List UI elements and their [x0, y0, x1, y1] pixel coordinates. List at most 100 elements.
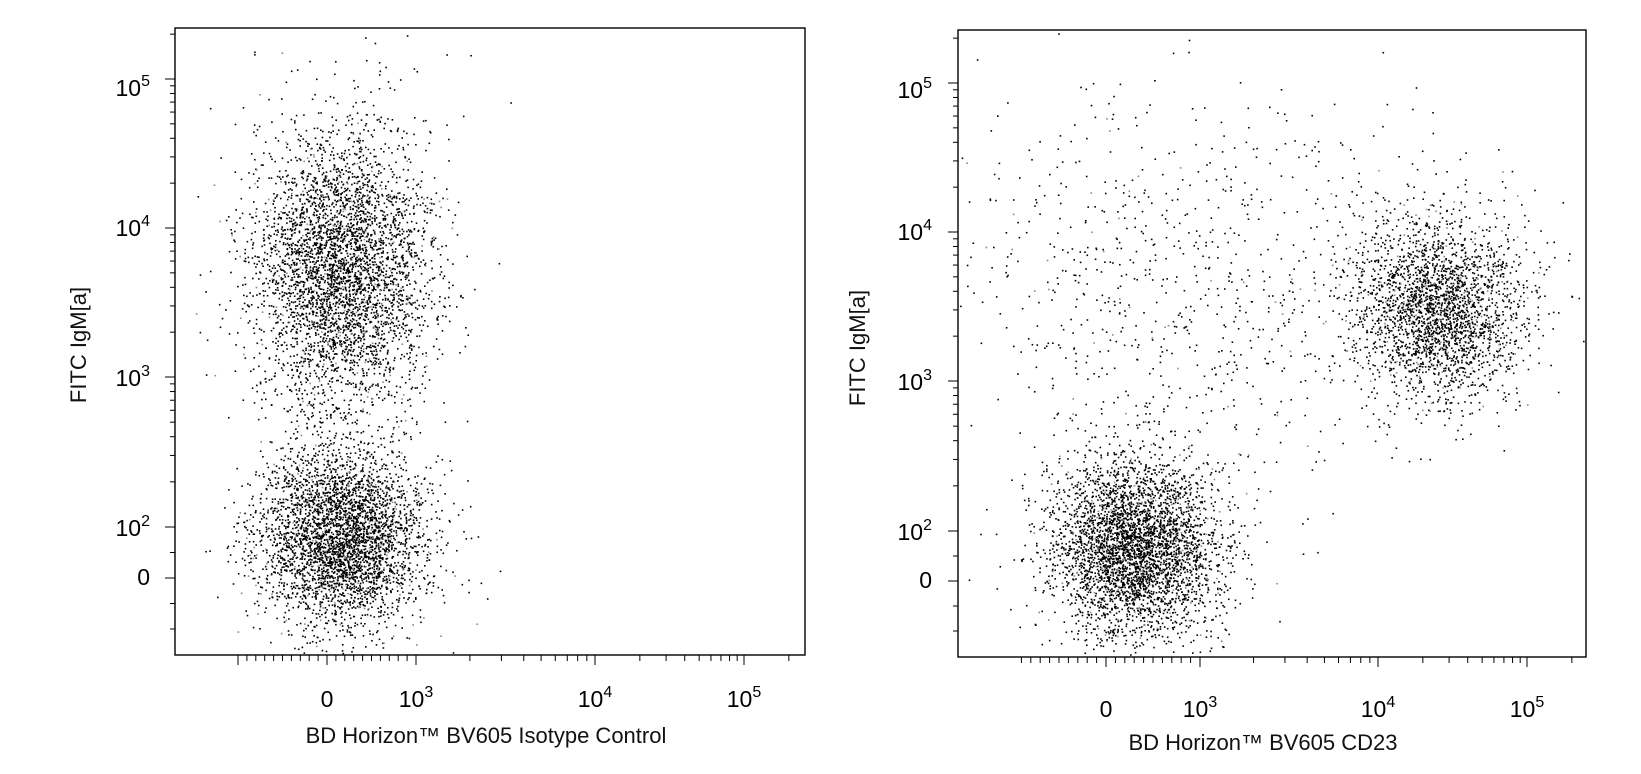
event-point [407, 358, 410, 360]
event-point [305, 306, 307, 308]
event-point [350, 341, 353, 344]
event-point [316, 163, 318, 166]
event-point [341, 258, 344, 260]
event-point [319, 507, 322, 509]
event-point [268, 379, 271, 381]
event-point [340, 328, 342, 330]
event-point [375, 316, 377, 318]
event-point [379, 163, 381, 166]
event-point [284, 477, 287, 480]
event-point [401, 303, 404, 305]
event-point [304, 299, 306, 301]
event-point [345, 360, 347, 363]
event-point [338, 549, 341, 551]
event-point [294, 337, 296, 340]
event-point [253, 262, 256, 265]
event-point [362, 301, 364, 304]
event-point [375, 565, 377, 567]
event-point [348, 279, 350, 282]
event-point [308, 462, 310, 464]
event-point [332, 130, 334, 132]
event-point [413, 205, 415, 207]
event-point [236, 221, 238, 224]
event-point [306, 358, 309, 360]
event-point [347, 297, 349, 299]
event-point [394, 218, 396, 220]
event-point [408, 333, 410, 336]
event-point [393, 359, 396, 362]
event-point [383, 168, 386, 170]
event-point [354, 477, 356, 480]
event-point [324, 295, 327, 298]
event-point [419, 265, 421, 268]
event-point [431, 290, 433, 292]
event-point [277, 264, 280, 266]
event-point [416, 316, 419, 319]
event-point [363, 552, 365, 554]
event-point [348, 344, 350, 346]
event-point [399, 222, 401, 224]
event-point [299, 145, 301, 147]
event-point [421, 569, 423, 572]
event-point [373, 335, 375, 338]
event-point [374, 42, 377, 45]
event-point [306, 209, 308, 212]
event-point [316, 216, 319, 219]
event-point [378, 275, 380, 277]
event-point [349, 293, 351, 295]
event-point [371, 239, 373, 241]
event-point [309, 60, 311, 63]
event-point [418, 304, 420, 307]
event-point [375, 526, 378, 529]
event-point [335, 295, 338, 298]
event-point [373, 372, 376, 375]
event-point [308, 172, 310, 175]
event-point [388, 314, 390, 316]
event-point [422, 259, 425, 261]
event-point [300, 371, 302, 374]
event-point [262, 508, 265, 510]
event-point [328, 309, 330, 311]
event-point [336, 200, 339, 202]
event-point [328, 159, 331, 162]
event-point [379, 184, 382, 187]
event-point [429, 209, 432, 211]
event-point [386, 256, 389, 259]
event-point [387, 362, 390, 364]
event-point [257, 418, 260, 421]
event-point [364, 124, 367, 127]
event-point [427, 297, 430, 300]
event-point [346, 245, 348, 247]
event-point [296, 223, 298, 226]
event-point [366, 411, 368, 414]
event-point [346, 199, 349, 202]
event-point [406, 302, 408, 305]
event-point [325, 177, 327, 179]
event-point [329, 485, 331, 488]
event-point [365, 250, 367, 252]
event-point [403, 237, 406, 240]
event-point [348, 408, 351, 410]
event-point [263, 244, 266, 246]
event-point [294, 229, 296, 231]
event-point [353, 79, 355, 82]
event-point [344, 208, 347, 211]
event-point [366, 177, 368, 179]
event-point [321, 453, 324, 456]
event-point [333, 249, 335, 251]
event-point [280, 236, 283, 239]
event-point [334, 318, 337, 320]
event-point [408, 301, 411, 304]
event-point [311, 290, 313, 293]
event-point [293, 487, 296, 490]
event-point [406, 313, 409, 315]
event-point [354, 326, 357, 329]
event-point [311, 321, 313, 323]
event-point [408, 242, 411, 245]
event-point [321, 194, 323, 196]
event-point [354, 522, 356, 524]
event-point [291, 592, 294, 595]
event-point [363, 545, 365, 548]
event-point [389, 489, 391, 491]
event-point [401, 326, 403, 329]
